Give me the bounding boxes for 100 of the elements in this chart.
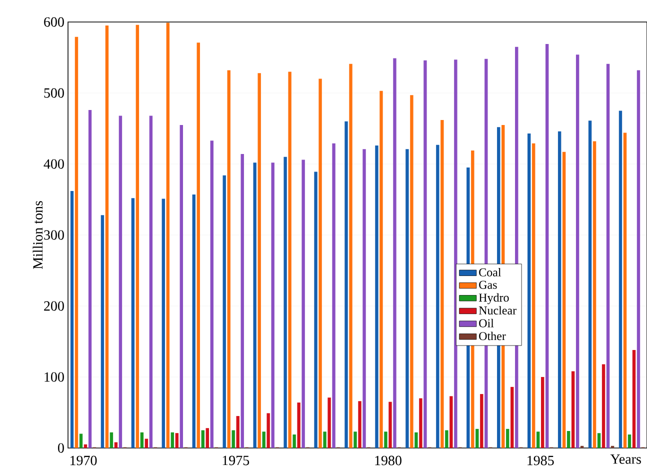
- bar: [266, 413, 270, 448]
- bar: [476, 428, 479, 448]
- x-tick-label: 1980: [375, 456, 402, 466]
- bar: [136, 24, 140, 448]
- bar: [618, 110, 622, 448]
- bar: [323, 432, 326, 448]
- legend-label: Nuclear: [478, 306, 516, 314]
- y-tick-label: 400: [44, 159, 64, 169]
- legend-label: Oil: [479, 318, 494, 328]
- bar: [292, 434, 296, 448]
- bar: [166, 22, 170, 448]
- bar: [140, 432, 144, 448]
- bar: [284, 156, 287, 448]
- y-tick-label: 0: [58, 443, 64, 453]
- bar: [314, 172, 318, 448]
- bar: [558, 131, 562, 448]
- bar: [527, 133, 531, 448]
- bar: [175, 433, 179, 448]
- bar: [253, 162, 256, 448]
- bar: [180, 124, 184, 448]
- bar: [114, 442, 118, 448]
- bar: [445, 430, 448, 448]
- bar: [450, 396, 453, 448]
- bar: [144, 438, 148, 448]
- bar: [375, 146, 378, 448]
- bar: [388, 402, 392, 448]
- bar: [118, 116, 122, 448]
- bar: [302, 160, 305, 448]
- bar: [628, 434, 632, 448]
- bar: [297, 402, 300, 448]
- bar: [571, 371, 575, 448]
- y-tick-label: 100: [44, 372, 64, 382]
- bar: [436, 144, 440, 448]
- bar: [536, 432, 540, 448]
- bar: [410, 95, 414, 448]
- x-tick-label: 1985: [528, 456, 554, 466]
- bar: [393, 58, 396, 448]
- bar: [592, 141, 596, 448]
- bar: [110, 432, 114, 448]
- bar: [562, 152, 566, 448]
- bar: [70, 190, 74, 448]
- bar: [240, 154, 244, 448]
- bar: [149, 116, 153, 448]
- bar: [236, 416, 240, 448]
- bar: [623, 132, 627, 448]
- bar: [344, 121, 348, 448]
- x-tick-label: 1975: [222, 456, 250, 466]
- bar: [88, 110, 92, 448]
- x-axis-title: Years: [610, 454, 641, 464]
- bar: [606, 64, 610, 448]
- bar: [602, 364, 606, 448]
- bar: [271, 162, 274, 448]
- bar: [384, 432, 388, 448]
- bar: [545, 44, 549, 448]
- bar: [210, 140, 214, 448]
- y-tick-label: 200: [44, 301, 64, 311]
- bar: [632, 350, 636, 448]
- bar: [588, 120, 592, 448]
- bar: [636, 70, 640, 448]
- bar: [510, 386, 514, 448]
- bar: [332, 143, 336, 448]
- bar: [414, 432, 418, 448]
- bar: [440, 120, 444, 448]
- bar: [597, 433, 601, 448]
- bar: [262, 432, 266, 448]
- bar: [424, 60, 427, 448]
- bar: [380, 90, 383, 448]
- bar: [74, 36, 78, 448]
- bar: [540, 376, 544, 448]
- y-tick-label: 500: [44, 88, 64, 98]
- bar: [318, 78, 322, 448]
- bar: [201, 430, 204, 448]
- bar: [362, 149, 366, 448]
- bar: [222, 175, 226, 448]
- bar: [84, 444, 88, 448]
- bar: [258, 73, 261, 448]
- bar: [328, 398, 331, 448]
- x-tick-label: 1970: [70, 456, 97, 466]
- y-axis-title: Million tons: [32, 201, 43, 270]
- bar: [227, 70, 230, 448]
- legend-label: Gas: [479, 280, 497, 289]
- bar: [232, 430, 235, 448]
- legend-label: Coal: [479, 268, 502, 276]
- legend-label: Hydro: [478, 293, 509, 304]
- bar: [532, 143, 536, 448]
- bar: [196, 42, 200, 448]
- bar: [170, 432, 174, 448]
- bar: [406, 149, 409, 448]
- bar: [454, 60, 458, 448]
- bar: [506, 428, 510, 448]
- y-tick-label: 600: [44, 17, 64, 27]
- bar: [100, 215, 104, 448]
- bar: [354, 432, 357, 448]
- bar: [576, 54, 580, 448]
- bar: [480, 394, 484, 448]
- bar: [79, 434, 83, 448]
- bar: [192, 194, 196, 448]
- bar: [162, 198, 166, 448]
- bar: [105, 26, 109, 448]
- y-tick-label: 300: [44, 230, 64, 240]
